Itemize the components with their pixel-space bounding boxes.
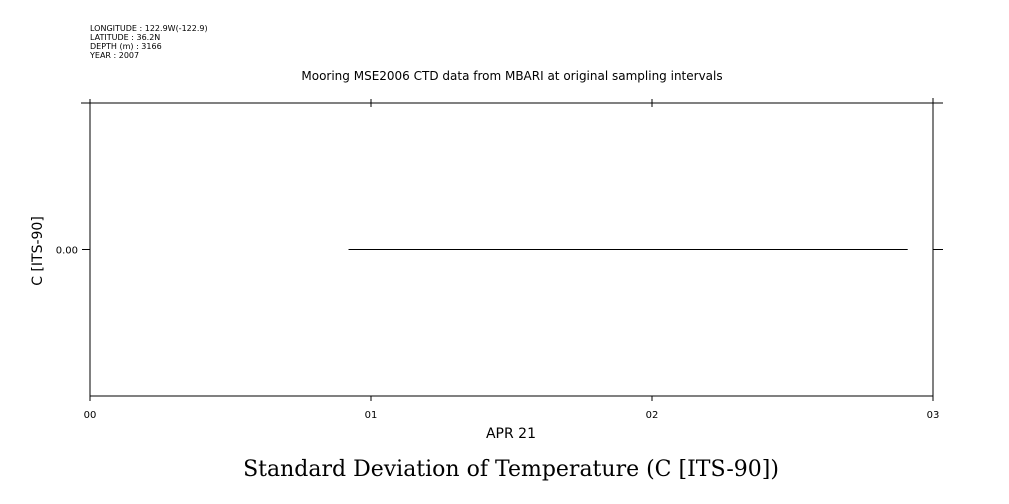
meta-year: YEAR : 2007 — [89, 51, 139, 60]
x-tick-label: 03 — [927, 410, 940, 421]
meta-depth: DEPTH (m) : 3166 — [90, 42, 162, 51]
x-tick-label: 00 — [84, 410, 97, 421]
x-axis-label: APR 21 — [486, 426, 536, 442]
y-axis-label: C [ITS-90] — [30, 216, 46, 286]
y-tick-label: 0.00 — [56, 246, 78, 257]
metadata-block: LONGITUDE : 122.9W(-122.9) LATITUDE : 36… — [89, 24, 208, 60]
x-tick-label: 02 — [646, 410, 659, 421]
meta-longitude: LONGITUDE : 122.9W(-122.9) — [90, 24, 208, 33]
axis-tick-labels: 00 01 02 03 0.00 — [56, 246, 940, 422]
meta-latitude: LATITUDE : 36.2N — [90, 33, 160, 42]
axis-ticks — [82, 99, 943, 401]
variable-label: Standard Deviation of Temperature (C [IT… — [243, 457, 779, 482]
chart-title: Mooring MSE2006 CTD data from MBARI at o… — [301, 69, 722, 83]
x-tick-label: 01 — [365, 410, 378, 421]
